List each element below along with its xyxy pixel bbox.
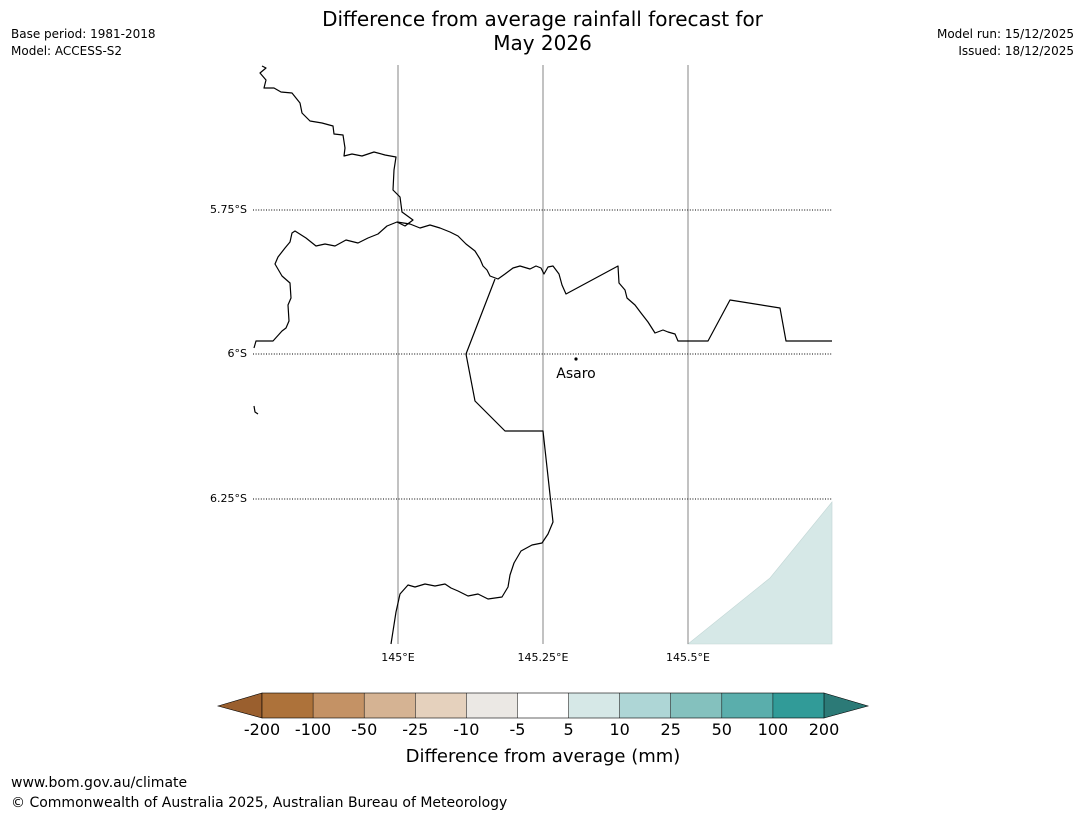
colorbar-swatches bbox=[262, 693, 825, 718]
colorbar-swatch bbox=[721, 693, 774, 718]
lat-label-6-25s: 6.25°S bbox=[210, 492, 247, 505]
colorbar-swatch bbox=[313, 693, 365, 718]
rainfall-anomaly-area bbox=[687, 501, 833, 645]
colorbar-swatch bbox=[670, 693, 723, 718]
lat-label-5-75s: 5.75°S bbox=[210, 203, 247, 216]
map-title-line-2: May 2026 bbox=[493, 31, 592, 55]
colorbar-title: Difference from average (mm) bbox=[406, 746, 681, 767]
footer-copyright: © Commonwealth of Australia 2025, Austra… bbox=[11, 795, 508, 811]
colorbar-tick-label: -5 bbox=[509, 720, 525, 739]
colorbar-tick-labels: -200 -100 -50 -25 -10 -5 5 10 25 50 100 200 bbox=[244, 720, 839, 739]
colorbar-tick-label: -50 bbox=[351, 720, 377, 739]
boundary-fragment bbox=[253, 405, 259, 415]
lon-label-145-5e: 145.5°E bbox=[666, 651, 710, 664]
colorbar-swatch bbox=[262, 693, 314, 718]
colorbar: -200 -100 -50 -25 -10 -5 5 10 25 50 100 200 bbox=[216, 692, 870, 739]
lat-label-6s: 6°S bbox=[228, 347, 247, 360]
colorbar-tick-label: -100 bbox=[295, 720, 331, 739]
boundary-ridge bbox=[396, 221, 832, 342]
colorbar-swatch bbox=[517, 693, 569, 718]
colorbar-tick-label: -200 bbox=[244, 720, 280, 739]
colorbar-swatch bbox=[415, 693, 467, 718]
province-boundaries bbox=[253, 65, 832, 645]
colorbar-tick-label: 10 bbox=[609, 720, 629, 739]
longitude-gridlines bbox=[397, 65, 689, 644]
colorbar-under-arrow bbox=[216, 692, 263, 719]
lon-label-145e: 145°E bbox=[381, 651, 414, 664]
colorbar-over-arrow bbox=[823, 692, 870, 719]
map-title-line-1: Difference from average rainfall forecas… bbox=[322, 7, 763, 31]
colorbar-tick-label: 50 bbox=[712, 720, 732, 739]
model-run-text: Model run: 15/12/2025 bbox=[936, 27, 1074, 41]
latitude-gridlines bbox=[253, 209, 832, 500]
footer-url[interactable]: www.bom.gov.au/climate bbox=[11, 775, 188, 791]
colorbar-swatch bbox=[364, 693, 416, 718]
colorbar-tick-label: 25 bbox=[661, 720, 681, 739]
colorbar-tick-label: 5 bbox=[563, 720, 573, 739]
lon-label-145-25e: 145.25°E bbox=[518, 651, 569, 664]
colorbar-tick-label: 200 bbox=[809, 720, 840, 739]
colorbar-swatch bbox=[568, 693, 620, 718]
model-text: Model: ACCESS-S2 bbox=[11, 44, 123, 58]
colorbar-swatch bbox=[619, 693, 672, 718]
colorbar-swatch bbox=[466, 693, 518, 718]
colorbar-tick-label: 100 bbox=[758, 720, 789, 739]
asaro-label: Asaro bbox=[556, 366, 595, 382]
base-period-text: Base period: 1981-2018 bbox=[11, 27, 156, 41]
asaro-marker bbox=[574, 357, 578, 361]
boundary-south bbox=[390, 278, 554, 645]
colorbar-frame bbox=[261, 692, 825, 719]
colorbar-swatch bbox=[772, 693, 825, 718]
colorbar-tick-label: -25 bbox=[402, 720, 428, 739]
boundary-north bbox=[253, 65, 414, 349]
colorbar-tick-label: -10 bbox=[453, 720, 479, 739]
issued-text: Issued: 18/12/2025 bbox=[958, 44, 1074, 58]
